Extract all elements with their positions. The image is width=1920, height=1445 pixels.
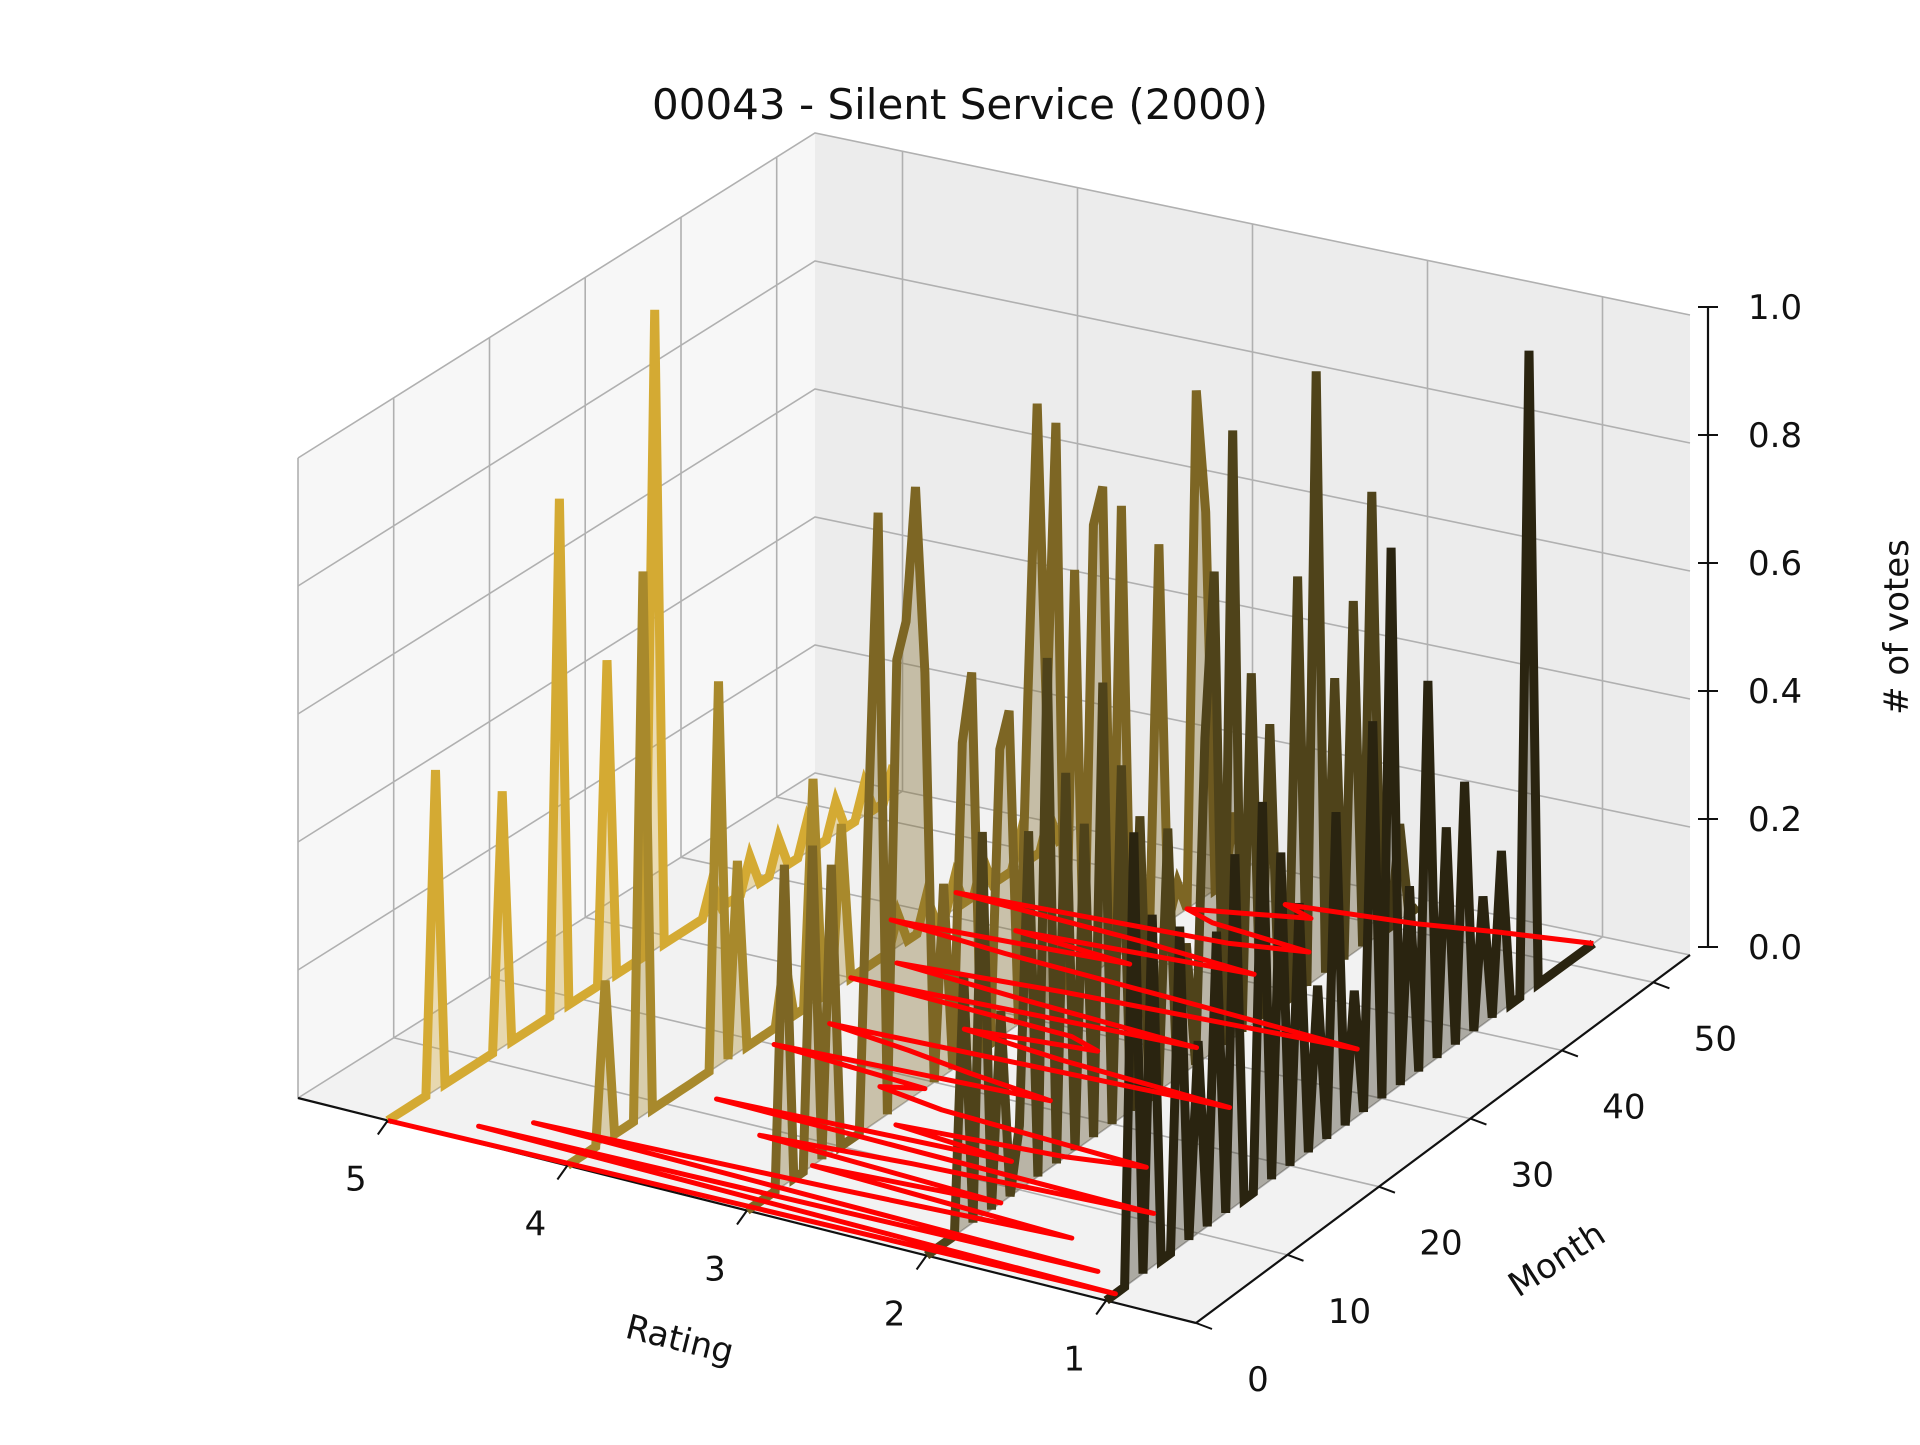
z-tick-label: 0.0 [1748,928,1802,968]
z-tick-label: 0.8 [1748,416,1802,456]
y-axis-label: Month [1501,1214,1612,1306]
y-tick-label: 50 [1694,1019,1737,1059]
y-tick-mark [1378,1185,1396,1194]
x-tick-label: 5 [345,1160,367,1200]
series-fill-rating-3 [747,390,1244,1211]
x-tick-label: 4 [525,1205,547,1245]
y-tick-mark [1653,981,1670,990]
grid-line-z [297,516,1691,843]
x-axis-label: Rating [622,1307,738,1372]
y-tick-label: 0 [1247,1360,1269,1400]
mean-line-group [387,890,1594,1297]
series-fill-rating-2 [926,371,1419,1256]
grid-line-z [297,388,1691,715]
mean-rating-line [387,890,1594,1297]
x-tick-mark [1095,1299,1108,1316]
z-tick-label: 0.4 [1748,672,1802,712]
y-tick-mark [1470,1117,1487,1126]
x-tick-label: 2 [884,1295,906,1335]
x-tick-mark [736,1209,748,1226]
grid-line-z [297,260,1691,587]
grid-line-z [297,132,1691,459]
grid-line-rating [387,151,904,1122]
x-tick-label: 1 [1063,1340,1085,1380]
x-tick-mark [376,1119,389,1136]
series-group [385,309,1596,1305]
y-axis-line [1195,954,1691,1324]
y-tick-label: 20 [1419,1224,1462,1264]
x-tick-label: 3 [704,1250,726,1290]
y-tick-label: 30 [1511,1156,1554,1196]
z-tick-label: 0.6 [1748,544,1802,584]
x-tick-mark [556,1164,569,1181]
grid-line-month [488,337,1380,1188]
series-line-rating-3 [744,390,1248,1215]
y-tick-mark [1195,1322,1213,1330]
series-line-rating-1 [1103,350,1596,1305]
z-tick-label: 0.2 [1748,800,1802,840]
z-tick-label: 1.0 [1748,288,1802,328]
y-tick-label: 10 [1328,1292,1371,1332]
series-line-rating-2 [923,371,1421,1260]
chart-title: 00043 - Silent Service (2000) [652,80,1268,129]
z-axis-label: # of votes [1877,539,1917,715]
y-tick-mark [1561,1049,1579,1058]
y-tick-mark [1287,1253,1304,1262]
series-fill-rating-5 [387,309,893,1121]
y-tick-label: 40 [1602,1087,1645,1127]
x-tick-mark [915,1254,928,1271]
